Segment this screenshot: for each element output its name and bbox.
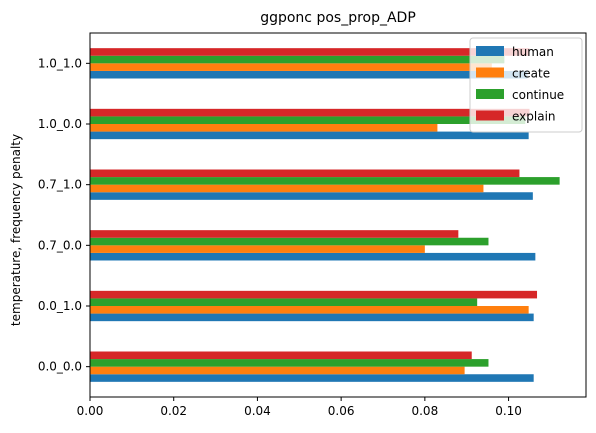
legend-label-explain: explain — [512, 110, 556, 124]
bar-explain-0.7_0.0 — [90, 230, 459, 238]
y-tick-label: 0.7_0.0 — [38, 238, 82, 252]
legend-label-create: create — [512, 67, 550, 81]
bar-continue-1.0_1.0 — [90, 55, 505, 64]
legend: human create continue explain — [469, 37, 583, 133]
y-tick-label: 0.0_1.0 — [38, 299, 82, 313]
bar-explain-1.0_0.0 — [90, 108, 530, 117]
x-tick-label: 0.08 — [411, 404, 438, 418]
bar-human-0.7_0.0 — [90, 252, 536, 261]
bar-create-0.7_0.0 — [90, 245, 425, 253]
bar-explain-0.0_1.0 — [90, 290, 538, 299]
bars-group — [90, 48, 560, 382]
legend-swatch-human — [476, 46, 504, 56]
bar-create-0.7_1.0 — [90, 184, 484, 193]
x-tick-label: 0.00 — [77, 404, 104, 418]
legend-swatch-create — [476, 67, 504, 78]
x-ticks-group: 0.00 0.02 0.04 0.06 0.08 0.10 — [77, 397, 522, 418]
bar-explain-0.7_1.0 — [90, 169, 520, 178]
y-ticks-group: 0.0_0.0 0.0_1.0 0.7_0.0 0.7_1.0 1.0_0.0 1.0_1… — [38, 56, 90, 374]
bar-human-0.0_0.0 — [90, 374, 534, 382]
x-tick-label: 0.10 — [495, 404, 522, 418]
y-axis-label: temperature, frequency penalty — [9, 134, 23, 326]
bar-create-0.0_1.0 — [90, 306, 529, 314]
bar-create-0.0_0.0 — [90, 366, 465, 375]
legend-label-human: human — [512, 45, 554, 59]
bar-human-1.0_0.0 — [90, 131, 529, 140]
x-tick-label: 0.04 — [244, 404, 271, 418]
legend-swatch-explain — [476, 110, 504, 121]
chart-title: ggponc pos_prop_ADP — [260, 10, 416, 26]
y-tick-label: 1.0_1.0 — [38, 56, 82, 70]
bar-continue-0.7_1.0 — [90, 177, 560, 185]
bar-explain-1.0_1.0 — [90, 48, 530, 56]
y-tick-label: 0.0_0.0 — [38, 360, 82, 374]
bar-human-0.7_1.0 — [90, 192, 533, 200]
bar-continue-1.0_0.0 — [90, 116, 526, 124]
bar-continue-0.0_0.0 — [90, 359, 489, 367]
bar-continue-0.0_1.0 — [90, 298, 478, 306]
y-tick-label: 1.0_0.0 — [38, 117, 82, 131]
y-tick-label: 0.7_1.0 — [38, 178, 82, 192]
x-tick-label: 0.06 — [328, 404, 355, 418]
legend-swatch-continue — [476, 89, 504, 99]
bar-human-1.0_1.0 — [90, 70, 528, 79]
legend-label-continue: continue — [512, 88, 564, 102]
bar-create-1.0_1.0 — [90, 63, 492, 71]
x-tick-label: 0.02 — [160, 404, 187, 418]
plot-frame — [89, 32, 587, 398]
bar-create-1.0_0.0 — [90, 124, 438, 132]
bar-explain-0.0_0.0 — [90, 351, 472, 360]
legend-box — [469, 37, 583, 133]
bar-human-0.0_1.0 — [90, 313, 534, 322]
bar-continue-0.7_0.0 — [90, 237, 489, 246]
